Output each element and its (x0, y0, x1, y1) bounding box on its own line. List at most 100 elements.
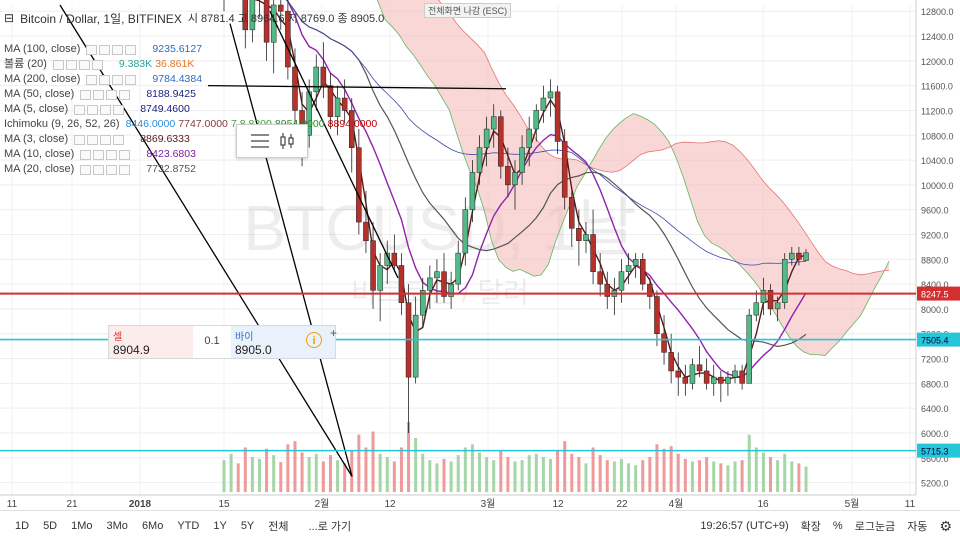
candle-body (746, 314, 752, 384)
y-tick-label: 11200.0 (921, 106, 953, 116)
volume-bar (698, 460, 702, 492)
info-icon[interactable]: i (306, 332, 322, 348)
volume-bar (605, 460, 609, 492)
candle-body (732, 370, 738, 378)
range-ytd-button[interactable]: YTD (177, 520, 200, 532)
volume-bar (300, 452, 304, 492)
candle-body (718, 376, 724, 384)
legend-row: MA (20, close) 7732.8752 (4, 163, 196, 175)
x-tick-label: 12 (552, 499, 564, 510)
volume-bar (769, 457, 773, 492)
candle-body (412, 314, 419, 378)
candle-body (334, 97, 341, 117)
candle-body (356, 147, 362, 223)
candle-body (781, 259, 788, 303)
x-tick-label: 2018 (129, 499, 152, 510)
price-chart[interactable]: 12800.0 12400.0 12000.0 11600.0 11200.0 10800… (0, 0, 960, 510)
expand-button[interactable]: 확장 (800, 521, 821, 533)
candle-body (604, 283, 611, 297)
volume-bar (385, 457, 389, 492)
percent-button[interactable]: % (832, 520, 843, 532)
clock-readout[interactable]: 19:26:57 (UTC+9) (700, 520, 789, 532)
candle-body (554, 91, 561, 142)
log-scale-button[interactable]: 로그눈금 (854, 521, 896, 533)
range-1y-button[interactable]: 1Y (213, 520, 227, 532)
candle-body (597, 271, 603, 285)
gear-icon[interactable]: ⚙ (939, 517, 952, 534)
volume-bar (733, 461, 737, 492)
volume-bar (293, 441, 297, 492)
volume-bar (676, 453, 680, 492)
exit-fullscreen-button[interactable]: 전체화면 나감 (ESC) (424, 3, 512, 18)
candle-body (803, 252, 809, 261)
range-5d-button[interactable]: 5D (43, 520, 58, 532)
range-all-button[interactable]: 전체 (268, 521, 289, 533)
collapse-icon[interactable]: ⊟ (4, 11, 15, 25)
volume-bar (712, 461, 716, 492)
y-tick-label: 12400.0 (921, 32, 954, 42)
volume-bar (548, 458, 552, 492)
candle-body (590, 234, 596, 272)
range-6mo-button[interactable]: 6Mo (141, 520, 164, 532)
drawing-tool-popup[interactable] (236, 124, 308, 158)
range-3mo-button[interactable]: 3Mo (106, 520, 128, 532)
goto-date-button[interactable]: ...로 가기 (308, 521, 352, 533)
volume-bar (556, 450, 560, 492)
volume-bar (279, 462, 283, 492)
volume-bar (463, 447, 467, 492)
price-badge (917, 332, 960, 347)
candle-body (476, 147, 483, 173)
volume-bar (492, 460, 496, 492)
legend-row: MA (3, close) 8869.6333 (4, 133, 190, 145)
candle-body (512, 172, 518, 186)
volume-bar (314, 453, 318, 492)
candle-body (419, 290, 426, 316)
volume-bar (726, 465, 730, 492)
volume-bar (534, 453, 538, 492)
volume-bar (634, 465, 638, 492)
add-order-button[interactable]: + (330, 326, 338, 340)
candle-body (583, 234, 589, 241)
y-tick-label: 6400.0 (921, 404, 949, 414)
candle-body (327, 85, 334, 117)
volume-bar (754, 447, 758, 492)
candle-body (725, 376, 731, 384)
volume-bar (499, 450, 503, 492)
candle-body (774, 302, 781, 310)
auto-scale-button[interactable]: 자동 (907, 521, 928, 533)
candle-body (703, 370, 710, 384)
volume-bar (776, 460, 780, 492)
volume-bar (250, 457, 254, 492)
trend-line (229, 23, 353, 477)
y-tick-label: 9200.0 (921, 230, 949, 240)
candle-body (561, 141, 568, 198)
volume-bar (648, 457, 652, 492)
volume-bar (350, 450, 354, 492)
candle-body (242, 0, 249, 31)
tool-icons[interactable] (237, 125, 307, 157)
candle-body (696, 364, 703, 372)
price-badge-label: 7505.4 (921, 336, 949, 346)
volume-bar (456, 455, 460, 492)
price-badge-label: 5715.3 (921, 447, 949, 457)
volume-bar (683, 458, 687, 492)
candle-body (710, 376, 717, 384)
sell-button[interactable]: 셀 8904.9 (109, 326, 193, 358)
range-1mo-button[interactable]: 1Mo (71, 520, 93, 532)
y-tick-label: 10400.0 (921, 156, 954, 166)
range-5y-button[interactable]: 5Y (240, 520, 255, 532)
volume-bar (378, 453, 382, 492)
volume-bar (449, 461, 453, 492)
y-tick-label: 8000.0 (921, 305, 949, 315)
candle-body (483, 128, 490, 148)
candle-body (689, 364, 696, 384)
candle-body (547, 91, 554, 99)
volume-bar (236, 463, 240, 492)
x-tick-label: 11 (905, 499, 916, 510)
x-tick-label: 22 (616, 499, 628, 510)
range-1d-button[interactable]: 1D (15, 520, 30, 532)
y-tick-label: 12000.0 (921, 57, 954, 67)
volume-bar (662, 448, 666, 492)
candle-body (767, 290, 774, 310)
candle-body (320, 66, 327, 86)
